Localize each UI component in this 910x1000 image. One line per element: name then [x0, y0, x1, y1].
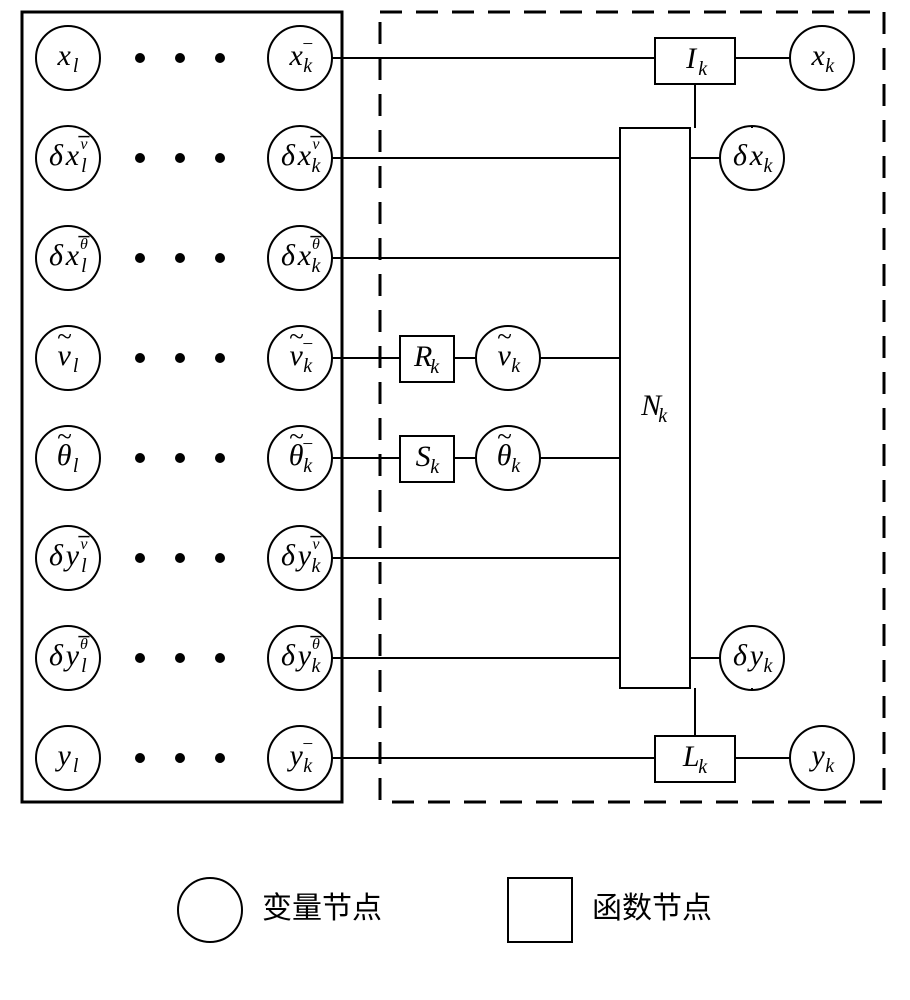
- svg-text:δ: δ: [281, 639, 296, 672]
- svg-text:−: −: [301, 34, 314, 55]
- svg-text:δ: δ: [49, 639, 64, 672]
- svg-text:l: l: [73, 755, 79, 777]
- svg-text:l: l: [81, 655, 87, 677]
- svg-text:x: x: [56, 39, 71, 72]
- svg-text:δ: δ: [281, 239, 296, 272]
- svg-text:k: k: [430, 456, 440, 478]
- svg-text:y: y: [295, 539, 312, 572]
- svg-text:y: y: [63, 639, 80, 672]
- svg-text:x: x: [297, 239, 312, 272]
- legend-variable-label: 变量节点: [262, 892, 382, 925]
- svg-text:~: ~: [57, 322, 72, 352]
- svg-text:l: l: [73, 455, 79, 477]
- svg-text:k: k: [764, 155, 774, 177]
- svg-text:δ: δ: [733, 639, 748, 672]
- svg-text:k: k: [658, 405, 668, 427]
- svg-text:k: k: [764, 655, 774, 677]
- svg-text:L: L: [682, 740, 700, 773]
- svg-text:l: l: [81, 155, 87, 177]
- svg-text:y: y: [63, 539, 80, 572]
- svg-text:~: ~: [57, 422, 72, 452]
- svg-text:x: x: [749, 139, 764, 172]
- svg-text:−: −: [301, 434, 314, 455]
- svg-text:−: −: [301, 734, 314, 755]
- svg-text:y: y: [808, 739, 825, 772]
- svg-text:k: k: [303, 355, 313, 377]
- svg-text:θ: θ: [312, 236, 320, 253]
- svg-text:x: x: [65, 239, 80, 272]
- legend-square-icon: [508, 878, 572, 942]
- svg-text:k: k: [698, 58, 708, 80]
- svg-text:~: ~: [497, 422, 512, 452]
- svg-text:k: k: [312, 155, 322, 177]
- svg-text:y: y: [54, 739, 71, 772]
- factor-graph-diagram: xlxk−δxlvδxkvδxlθδxkθv~lv~k−θ~lθ~k−δylvδ…: [0, 0, 910, 1000]
- legend-function-label: 函数节点: [592, 892, 712, 925]
- svg-text:k: k: [303, 55, 313, 77]
- svg-text:θ: θ: [80, 636, 88, 653]
- svg-text:k: k: [303, 455, 313, 477]
- svg-text:k: k: [511, 355, 521, 377]
- svg-text:l: l: [81, 555, 87, 577]
- svg-text:θ: θ: [80, 236, 88, 253]
- svg-text:k: k: [312, 555, 322, 577]
- legend-circle-icon: [178, 878, 242, 942]
- svg-text:−: −: [301, 334, 314, 355]
- svg-text:l: l: [73, 55, 79, 77]
- svg-text:δ: δ: [733, 139, 748, 172]
- svg-text:δ: δ: [281, 539, 296, 572]
- svg-text:~: ~: [497, 322, 512, 352]
- svg-text:k: k: [698, 756, 708, 778]
- svg-text:δ: δ: [49, 539, 64, 572]
- svg-text:k: k: [825, 755, 835, 777]
- svg-text:S: S: [416, 440, 431, 473]
- svg-text:x: x: [810, 39, 825, 72]
- svg-text:y: y: [295, 639, 312, 672]
- svg-text:δ: δ: [49, 239, 64, 272]
- svg-text:l: l: [81, 255, 87, 277]
- svg-text:v: v: [312, 136, 320, 153]
- svg-text:k: k: [825, 55, 835, 77]
- svg-text:k: k: [430, 356, 440, 378]
- svg-text:v: v: [312, 536, 320, 553]
- svg-text:δ: δ: [281, 139, 296, 172]
- svg-text:δ: δ: [49, 139, 64, 172]
- svg-text:k: k: [312, 255, 322, 277]
- svg-text:v: v: [80, 136, 88, 153]
- svg-text:x: x: [65, 139, 80, 172]
- svg-text:l: l: [73, 355, 79, 377]
- svg-text:v: v: [80, 536, 88, 553]
- svg-text:θ: θ: [312, 636, 320, 653]
- svg-text:k: k: [312, 655, 322, 677]
- svg-text:x: x: [297, 139, 312, 172]
- svg-text:k: k: [303, 755, 313, 777]
- svg-text:y: y: [747, 639, 764, 672]
- svg-text:k: k: [511, 455, 521, 477]
